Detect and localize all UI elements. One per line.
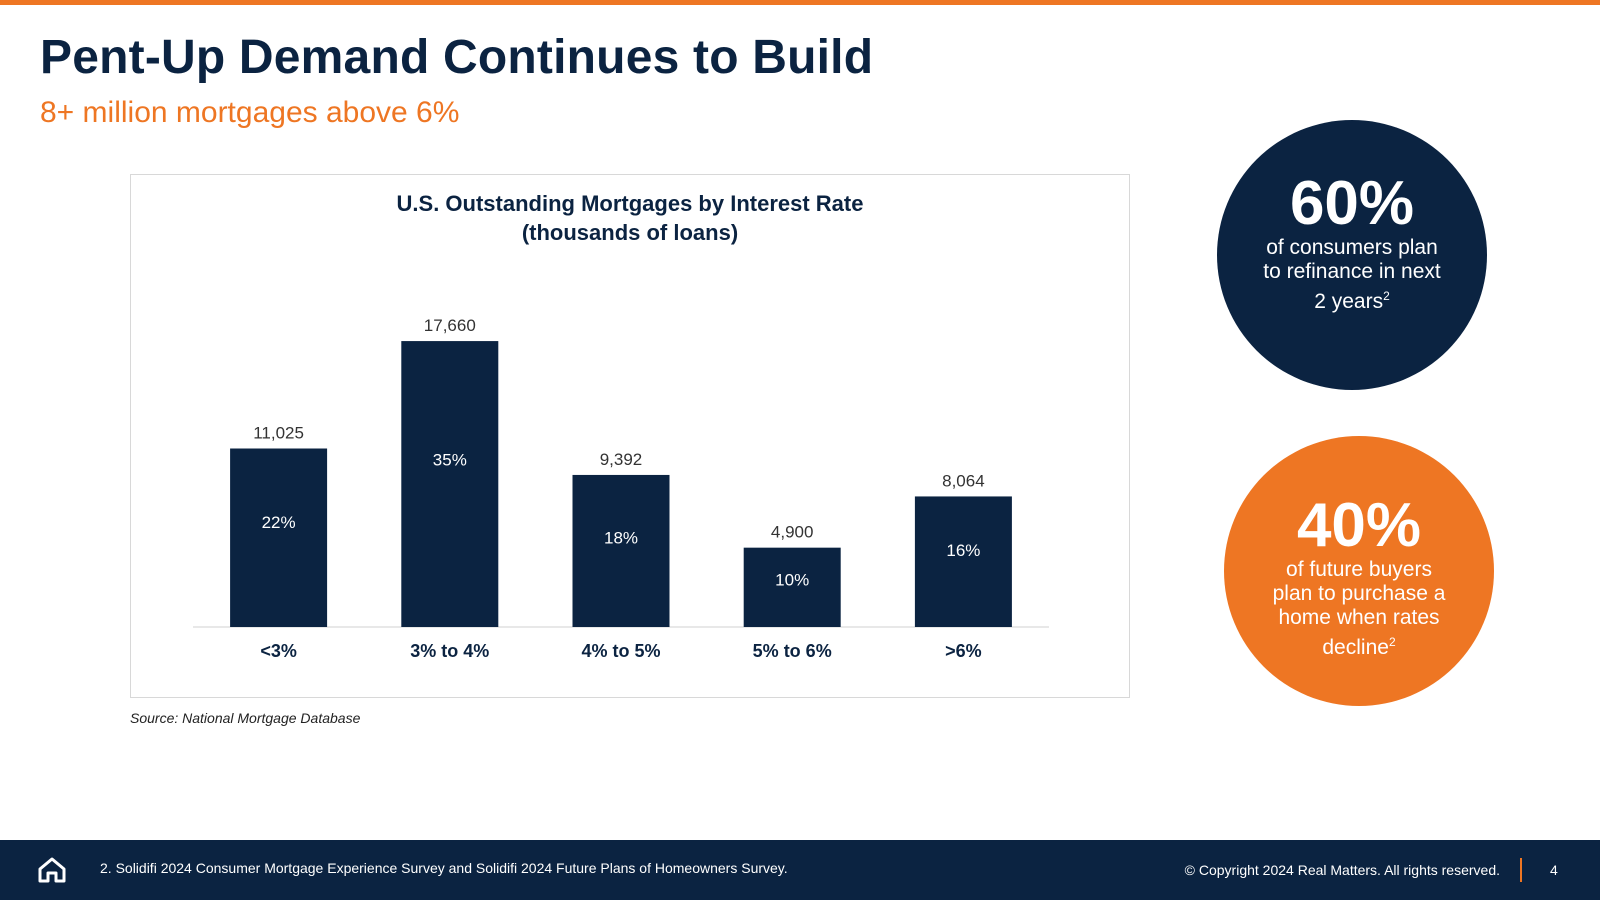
stat-description: of consumers plan to refinance in next 2… [1263, 236, 1441, 313]
stat-circle-purchase: 40% of future buyers plan to purchase a … [1224, 436, 1494, 706]
x-tick-label: 3% to 4% [410, 641, 489, 661]
page-subtitle: 8+ million mortgages above 6% [40, 96, 460, 129]
bar-value-label: 4,900 [771, 523, 814, 542]
bar-share-label: 22% [262, 513, 296, 532]
bar [914, 496, 1012, 627]
x-tick-label: 4% to 5% [581, 641, 660, 661]
stat-circle-refinance: 60% of consumers plan to refinance in ne… [1217, 120, 1487, 390]
x-tick-label: <3% [260, 641, 297, 661]
footer-divider [1520, 858, 1522, 882]
footer-footnote: 2. Solidifi 2024 Consumer Mortgage Exper… [100, 860, 788, 876]
stat-text: of future buyers plan to purchase a home… [1224, 558, 1494, 660]
chart-title-line-1: U.S. Outstanding Mortgages by Interest R… [396, 191, 864, 216]
bar [401, 341, 499, 627]
source-note: Source: National Mortgage Database [130, 710, 361, 726]
footer: 2. Solidifi 2024 Consumer Mortgage Exper… [0, 840, 1600, 900]
bar-chart: 11,025 22% <3% 17,660 35% 3% to 4% 9,392 18% 4% … [193, 316, 1049, 661]
stat-value: 40% [1296, 491, 1422, 560]
bar-share-label: 35% [433, 451, 467, 470]
home-icon[interactable] [38, 857, 66, 883]
chart-title-line-2: (thousands of loans) [521, 220, 739, 245]
stat-value: 60% [1289, 169, 1415, 238]
footnote-ref: 2 [1388, 635, 1396, 649]
stat-text: of consumers plan to refinance in next 2… [1217, 236, 1487, 314]
stat-description: of future buyers plan to purchase a home… [1272, 558, 1446, 659]
bar-value-label: 17,660 [424, 316, 476, 335]
x-tick-label: 5% to 6% [753, 641, 832, 661]
bar [230, 448, 328, 627]
chart-frame: 11,025 22% <3% 17,660 35% 3% to 4% 9,392 18% 4% … [130, 174, 1130, 698]
x-tick-label: >6% [945, 641, 982, 661]
bar [572, 474, 670, 627]
bar-value-label: 8,064 [942, 471, 985, 490]
footer-copyright: © Copyright 2024 Real Matters. All right… [1184, 862, 1500, 878]
bar [743, 547, 841, 627]
bar-share-label: 10% [775, 570, 809, 589]
bar-value-label: 11,025 [253, 424, 304, 443]
bar-value-label: 9,392 [600, 450, 643, 469]
top-accent-bar [0, 0, 1600, 5]
bar-share-label: 16% [946, 541, 980, 560]
page-title: Pent-Up Demand Continues to Build [40, 31, 874, 84]
bar-share-label: 18% [604, 528, 638, 547]
page-number: 4 [1550, 862, 1558, 878]
chart-title: U.S. Outstanding Mortgages by Interest R… [131, 189, 1129, 247]
footnote-ref: 2 [1383, 289, 1390, 303]
